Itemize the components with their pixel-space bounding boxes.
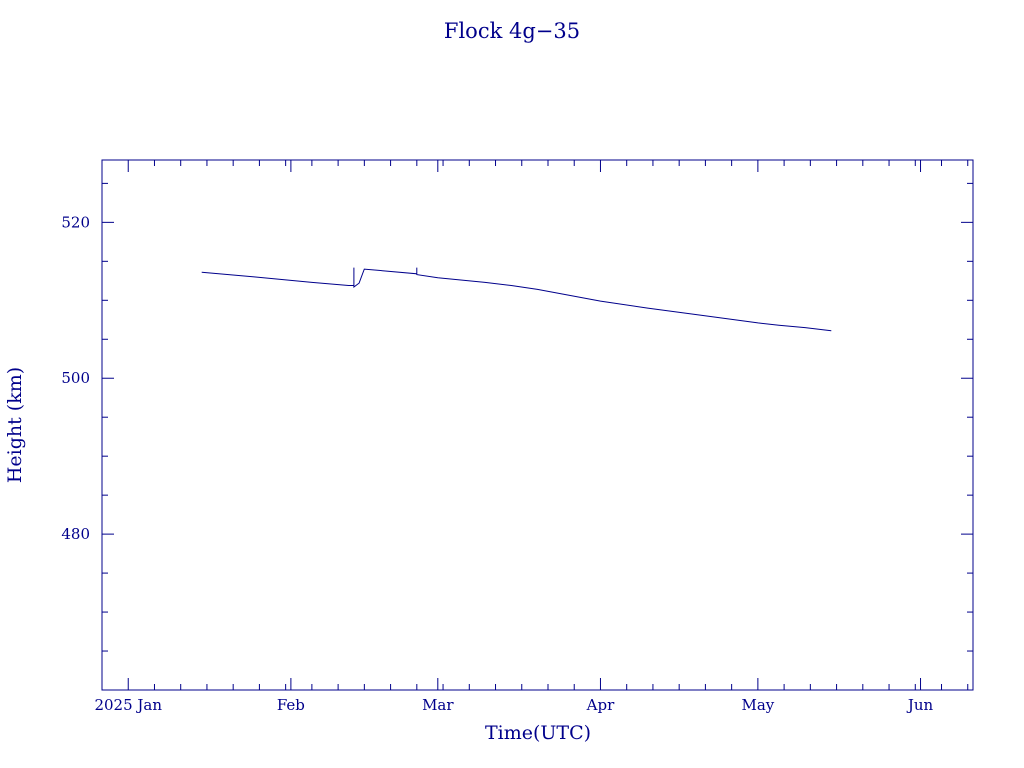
axis-ticks xyxy=(102,160,973,690)
x-tick-label: Jun xyxy=(906,696,934,714)
x-axis-title: Time(UTC) xyxy=(485,722,591,744)
y-axis-title: Height (km) xyxy=(4,367,26,483)
x-tick-label: May xyxy=(741,696,774,714)
x-tick-label: Apr xyxy=(586,696,615,714)
series-line-height xyxy=(201,267,832,332)
x-tick-label: Feb xyxy=(277,696,305,714)
x-tick-label: 2025 Jan xyxy=(94,696,162,714)
y-tick-label: 500 xyxy=(61,369,90,387)
x-tick-label: Mar xyxy=(422,696,454,714)
chart-title: Flock 4g−35 xyxy=(444,19,580,43)
y-tick-label: 480 xyxy=(61,525,90,543)
plot-frame xyxy=(101,159,974,691)
y-tick-label: 520 xyxy=(61,213,90,231)
tick-labels: 2025 Jan Feb Mar Apr May Jun 480 500 520 xyxy=(61,213,933,714)
